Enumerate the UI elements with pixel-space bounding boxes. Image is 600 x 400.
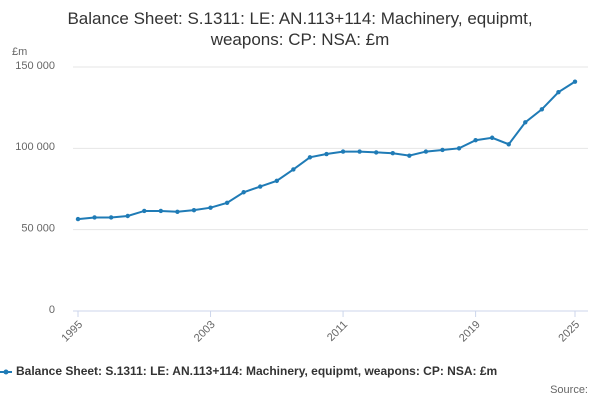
point [274, 178, 279, 184]
point [390, 151, 395, 156]
y-tick-label: 150 000 [15, 60, 55, 72]
point [241, 190, 246, 195]
source: Source: [550, 384, 588, 396]
series-line [77, 80, 576, 221]
point [258, 184, 263, 189]
point [142, 208, 147, 214]
x-tick-label: 2025 [556, 319, 582, 345]
point [539, 107, 545, 112]
x-tick-label: 2011 [325, 319, 350, 344]
x-tick-label: 1995 [59, 319, 85, 345]
chart-title: Balance Sheet: S.1311: LE: AN.113+114: M… [67, 9, 533, 49]
point [191, 207, 197, 213]
point [208, 205, 213, 210]
point [108, 215, 114, 220]
point [125, 213, 130, 219]
point [473, 138, 478, 143]
point [489, 135, 495, 140]
point [456, 146, 462, 151]
point [307, 155, 313, 160]
point [556, 90, 561, 95]
y-tick-label: 0 [49, 304, 55, 316]
point [523, 120, 528, 125]
point [324, 151, 329, 157]
point [340, 149, 346, 154]
point [75, 216, 81, 222]
legend-label: Balance Sheet: S.1311: LE: AN.113+114: M… [16, 364, 497, 378]
point [374, 150, 379, 155]
y-tick-label: 50 000 [21, 223, 55, 235]
point [291, 167, 296, 172]
point [158, 208, 164, 214]
y-tick-label: 100 000 [15, 141, 55, 153]
point [506, 142, 511, 147]
point [407, 153, 412, 158]
legend-dot [3, 369, 9, 375]
point [440, 147, 445, 153]
point [357, 149, 362, 154]
point [92, 215, 97, 220]
point [175, 209, 180, 214]
point [572, 79, 578, 84]
point [224, 200, 230, 206]
point [423, 149, 429, 154]
y-axis-label: £m [12, 46, 27, 58]
x-tick-label: 2003 [192, 319, 218, 345]
x-tick-label: 2019 [457, 319, 483, 345]
